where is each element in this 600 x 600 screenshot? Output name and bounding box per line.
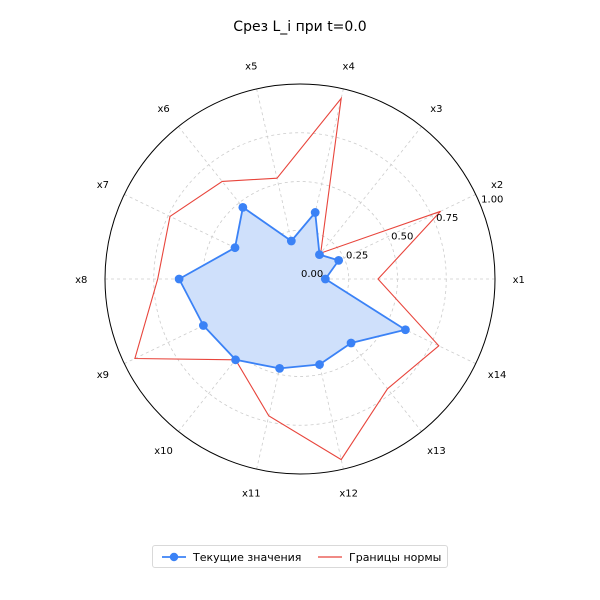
axis-label-x8: x8 xyxy=(75,275,87,286)
axis-label-x13: x13 xyxy=(427,446,446,457)
axis-label-x11: x11 xyxy=(242,488,261,499)
data-point-x9 xyxy=(198,321,208,330)
data-point-x8 xyxy=(174,274,184,284)
axis-label-x3: x3 xyxy=(430,104,442,115)
legend-marker-current xyxy=(162,552,186,562)
axis-labels: x1 x2 x3 x4 x5 x6 x7 x8 x9 x10 x11 x12 x13 x14 xyxy=(75,62,525,500)
legend-label-current: Текущие значения xyxy=(193,550,302,564)
legend-label-norm: Границы нормы xyxy=(349,550,442,564)
axis-label-x14: x14 xyxy=(488,370,507,381)
axis-label-x5: x5 xyxy=(245,62,257,73)
radar-frame xyxy=(104,83,496,475)
legend: Текущие значения Границы нормы xyxy=(152,545,448,568)
legend-item-norm: Границы нормы xyxy=(317,549,441,565)
chart-title: Срез L_i при t=0.0 xyxy=(233,19,367,35)
axis-label-x12: x12 xyxy=(339,488,358,499)
axis-label-x6: x6 xyxy=(157,104,169,115)
data-point-x14 xyxy=(401,325,410,335)
series-layer xyxy=(134,96,442,461)
radial-tick-label: 1.00 xyxy=(481,194,503,205)
radial-tick-labels: 0.00 0.25 0.50 0.75 1.00 xyxy=(301,194,503,280)
data-point-x5 xyxy=(286,236,296,246)
legend-item-current: Текущие значения xyxy=(161,549,301,565)
legend-marker-norm xyxy=(318,556,342,558)
axis-label-x4: x4 xyxy=(343,62,355,73)
data-point-x12 xyxy=(315,360,324,369)
data-point-x11 xyxy=(275,363,285,373)
axis-label-x1: x1 xyxy=(513,275,525,286)
axis-label-x9: x9 xyxy=(97,370,109,381)
data-point-x13 xyxy=(346,338,356,348)
data-point-x2 xyxy=(334,255,344,265)
data-point-x3 xyxy=(315,250,324,260)
data-point-x6 xyxy=(238,202,248,212)
radial-tick-label: 0.25 xyxy=(346,250,368,261)
data-point-x7 xyxy=(230,243,240,253)
series-current-fill xyxy=(179,207,406,369)
series-norm-line xyxy=(134,96,442,461)
radial-tick-label: 0.75 xyxy=(436,213,458,224)
axis-label-x10: x10 xyxy=(154,446,173,457)
axis-label-x7: x7 xyxy=(97,180,109,191)
data-point-x4 xyxy=(310,208,320,217)
data-point-x1 xyxy=(320,274,330,284)
radial-tick-label: 0.00 xyxy=(301,269,323,280)
axis-label-x2: x2 xyxy=(491,180,503,191)
data-point-x10 xyxy=(231,355,240,365)
radial-tick-label: 0.50 xyxy=(391,232,413,243)
